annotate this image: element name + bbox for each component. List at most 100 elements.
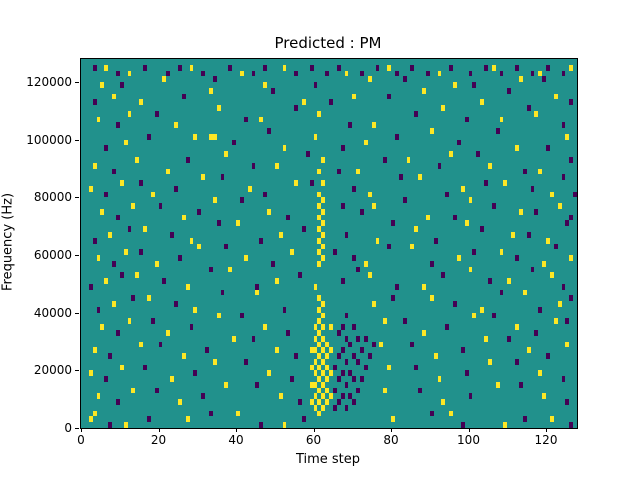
heatmap-cell-low bbox=[464, 370, 469, 377]
heatmap-cell-low bbox=[561, 70, 566, 77]
heatmap-cell-high bbox=[367, 76, 372, 83]
heatmap-cell-high bbox=[208, 87, 213, 94]
heatmap-cell-high bbox=[321, 358, 326, 365]
heatmap-cell-low bbox=[305, 151, 310, 158]
heatmap-cell-high bbox=[232, 335, 236, 342]
x-tick-mark bbox=[313, 428, 315, 432]
heatmap-cell-high bbox=[313, 370, 318, 377]
heatmap-cell-low bbox=[484, 64, 488, 71]
heatmap-cell-low bbox=[526, 105, 531, 111]
heatmap-cell-high bbox=[317, 306, 322, 313]
heatmap-cell-low bbox=[472, 249, 477, 256]
x-axis-label: Time step bbox=[295, 452, 361, 467]
heatmap-cell-high bbox=[325, 353, 329, 359]
heatmap-cell-high bbox=[317, 191, 322, 198]
heatmap-cell-high bbox=[422, 283, 426, 290]
heatmap-cell-high bbox=[371, 301, 376, 307]
heatmap-cell-high bbox=[383, 318, 388, 325]
heatmap-cell-high bbox=[515, 324, 519, 330]
heatmap-cell-high bbox=[569, 255, 574, 261]
heatmap-cell-high bbox=[321, 231, 326, 238]
heatmap-cell-high bbox=[522, 289, 527, 296]
heatmap-cell-low bbox=[336, 64, 341, 71]
heatmap-cell-low bbox=[356, 387, 360, 394]
heatmap-cell-low bbox=[251, 70, 256, 77]
heatmap-cell-low bbox=[360, 376, 364, 382]
heatmap-cell-high bbox=[538, 370, 543, 377]
heatmap-cell-low bbox=[441, 272, 446, 279]
heatmap-cell-high bbox=[321, 335, 326, 342]
heatmap-cell-high bbox=[197, 243, 202, 250]
heatmap-cell-low bbox=[263, 64, 267, 71]
heatmap-cell-high bbox=[88, 416, 93, 423]
heatmap-cell-high bbox=[313, 133, 318, 140]
heatmap-cell-low bbox=[344, 358, 349, 365]
heatmap-cell-low bbox=[561, 376, 566, 382]
heatmap-cell-low bbox=[332, 364, 337, 371]
heatmap-cell-low bbox=[569, 422, 574, 428]
heatmap-cell-high bbox=[371, 122, 376, 129]
heatmap-cell-low bbox=[88, 283, 93, 290]
heatmap-cell-high bbox=[317, 387, 322, 394]
heatmap-cell-high bbox=[278, 393, 283, 400]
heatmap-cell-low bbox=[534, 329, 539, 336]
heatmap-cell-low bbox=[131, 295, 136, 302]
heatmap-cell-low bbox=[352, 324, 357, 330]
heatmap-cell-low bbox=[356, 335, 360, 342]
heatmap-cell-low bbox=[515, 255, 519, 261]
heatmap-cell-low bbox=[336, 399, 341, 405]
heatmap-cell-high bbox=[313, 324, 318, 330]
heatmap-cell-high bbox=[499, 116, 504, 123]
heatmap-cell-high bbox=[367, 272, 372, 279]
heatmap-cell-high bbox=[329, 324, 333, 330]
heatmap-cell-low bbox=[398, 174, 403, 181]
heatmap-cell-high bbox=[104, 278, 109, 284]
heatmap-cell-high bbox=[317, 214, 322, 221]
heatmap-cell-high bbox=[425, 214, 430, 221]
heatmap-cell-low bbox=[243, 116, 248, 123]
heatmap-cell-high bbox=[472, 312, 477, 319]
y-tick-mark bbox=[75, 255, 79, 257]
y-tick-label: 20000 bbox=[33, 363, 72, 378]
x-tick-label: 20 bbox=[150, 433, 167, 447]
heatmap-cell-low bbox=[449, 64, 453, 71]
heatmap-cell-high bbox=[414, 226, 419, 232]
heatmap-cell-low bbox=[329, 99, 333, 106]
heatmap-cell-high bbox=[282, 64, 287, 71]
heatmap-cell-low bbox=[546, 145, 550, 152]
heatmap-cell-high bbox=[352, 93, 357, 100]
heatmap-cell-high bbox=[317, 318, 322, 325]
heatmap-cell-low bbox=[201, 70, 205, 77]
heatmap-cell-high bbox=[259, 116, 264, 123]
heatmap-cell-low bbox=[344, 312, 349, 319]
heatmap-cell-high bbox=[174, 122, 178, 129]
heatmap-cell-high bbox=[317, 364, 322, 371]
heatmap-cell-high bbox=[321, 301, 326, 307]
heatmap-cell-high bbox=[282, 422, 287, 428]
heatmap-cell-low bbox=[569, 214, 574, 221]
heatmap-cell-low bbox=[92, 64, 97, 71]
heatmap-cell-low bbox=[170, 231, 174, 238]
heatmap-cell-low bbox=[456, 139, 461, 146]
x-tick-label: 120 bbox=[534, 433, 558, 447]
heatmap-cell-low bbox=[371, 341, 376, 348]
heatmap-cell-high bbox=[274, 347, 279, 354]
heatmap-cell-high bbox=[468, 197, 473, 204]
heatmap-cell-low bbox=[162, 278, 167, 284]
heatmap-cell-high bbox=[263, 324, 267, 330]
heatmap-cell-low bbox=[391, 295, 395, 302]
heatmap-cell-high bbox=[429, 295, 434, 302]
x-tick-mark bbox=[391, 428, 392, 432]
heatmap-cell-high bbox=[247, 185, 252, 192]
y-tick-label: 100000 bbox=[26, 132, 72, 147]
heatmap-cell-high bbox=[309, 399, 314, 405]
heatmap-cell-low bbox=[429, 260, 434, 267]
heatmap-cell-high bbox=[100, 82, 105, 88]
heatmap-cell-low bbox=[360, 347, 364, 354]
heatmap-cell-low bbox=[259, 422, 264, 428]
heatmap-cell-low bbox=[239, 312, 244, 319]
heatmap-cell-high bbox=[356, 168, 360, 175]
heatmap-cell-high bbox=[100, 324, 105, 330]
heatmap-cell-high bbox=[274, 162, 279, 169]
